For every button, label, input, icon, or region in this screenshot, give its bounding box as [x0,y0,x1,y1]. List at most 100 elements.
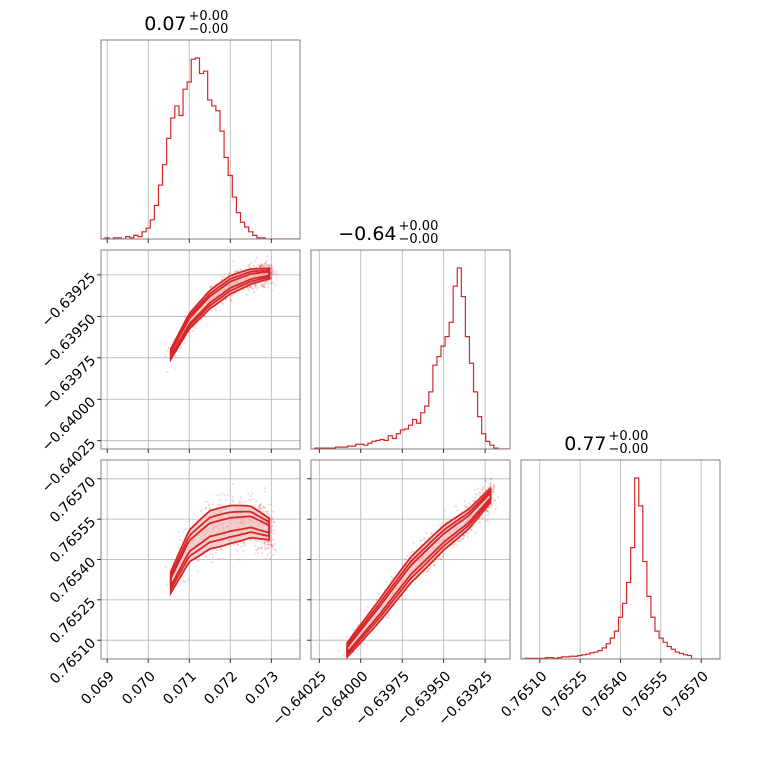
sample-point [211,503,215,506]
sample-point [236,542,239,546]
sample-point [244,543,247,546]
sample-point [454,505,457,508]
sample-point [269,543,273,546]
sample-point [221,492,224,495]
sample-point [412,542,415,545]
sample-point [270,517,273,520]
sample-point [266,280,269,283]
sample-point [254,283,257,286]
sample-point [253,264,256,268]
histogram-steps [521,477,720,659]
sample-point [271,281,275,284]
sample-point [236,550,239,553]
sample-point [249,538,252,541]
sample-point [164,355,168,358]
scatter-panel-1-2 [307,459,511,663]
sample-point [452,515,456,518]
sample-point [242,544,245,547]
contour-level-1 [169,267,271,363]
sample-point [216,493,219,497]
sample-point [356,624,359,627]
sample-point [261,286,264,289]
sample-point [260,284,263,287]
sample-point [256,551,260,554]
sample-point [271,517,274,520]
sample-point [266,279,269,283]
sample-point [261,264,264,267]
sample-point [266,512,269,515]
title-lower-error: −0.00 [189,22,229,37]
sample-point [236,543,240,547]
sample-point [260,546,263,549]
sample-point [422,538,425,541]
sample-point [460,510,463,513]
sample-point [474,493,477,496]
sample-point [204,507,207,510]
density-contours [169,267,271,363]
sample-point [268,264,271,268]
sample-point [247,492,250,495]
sample-point [473,499,476,502]
sample-point [469,528,473,531]
sample-point [438,524,442,527]
sample-point [487,485,490,489]
sample-point [204,506,207,509]
sample-point [185,311,188,314]
sample-point [174,355,177,358]
sample-point [461,537,465,540]
panel-frame [100,249,301,450]
sample-point [272,547,275,550]
sample-point [259,507,262,511]
sample-point [466,535,469,538]
sample-point [183,528,187,531]
sample-point [272,272,275,275]
sample-point [192,326,195,329]
sample-point [166,370,169,374]
title-lower-error: −0.00 [399,232,439,247]
sample-point [215,548,219,552]
scatter-panel-0-2 [97,459,301,663]
sample-point [257,285,260,288]
sample-point [263,545,267,549]
sample-point [242,549,245,552]
sample-point [221,302,224,305]
sample-point [419,539,422,542]
sample-point [258,505,261,508]
sample-point [258,540,261,543]
sample-point [204,554,208,557]
x-tick-label: 0.071 [160,668,200,708]
sample-point [481,488,484,491]
histogram-panel-1 [310,249,511,453]
sample-point [267,546,270,550]
sample-point [262,264,266,267]
title-value: 0.77 [564,433,606,455]
sample-point [459,540,462,543]
sample-point [366,605,369,608]
histogram-steps [311,267,510,449]
sample-point [263,281,266,284]
sample-point [486,519,489,522]
sample-point [249,538,253,541]
sample-point [264,282,267,286]
sample-point [208,506,211,510]
sample-point [252,287,255,290]
sample-point [267,286,270,289]
sample-point [493,499,496,502]
sample-point [240,545,243,548]
sample-point [269,272,273,275]
sample-point [492,487,495,490]
x-tick-label: 0.070 [119,668,159,708]
sample-point [183,342,186,345]
sample-point [262,265,265,268]
sample-point [270,282,273,285]
sample-point [249,286,252,289]
sample-point [269,281,272,284]
panel-content [521,477,720,659]
sample-point [271,265,274,268]
sample-point [178,530,181,533]
sample-point [391,576,394,579]
sample-point [239,268,242,271]
sample-point [271,270,274,273]
sample-point [182,579,185,583]
